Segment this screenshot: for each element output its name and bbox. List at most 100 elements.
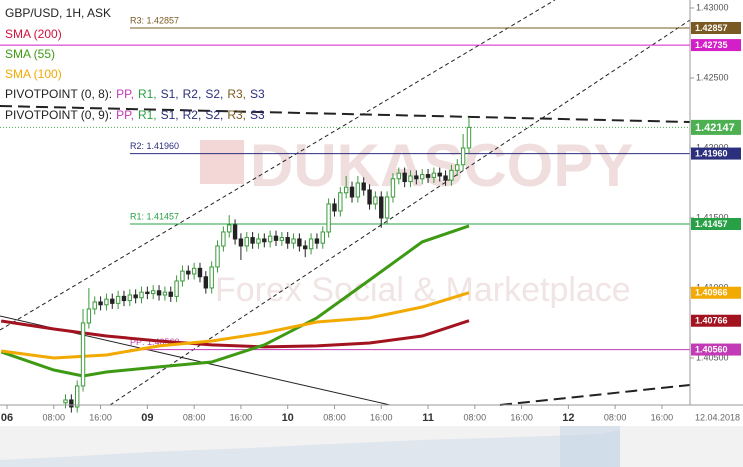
price-badge bbox=[691, 147, 741, 160]
candle-body bbox=[63, 399, 68, 404]
pivot-legend-label: PIVOTPOINT (0, 8): bbox=[5, 87, 112, 101]
pivot-item: S2, bbox=[205, 87, 223, 101]
pivot-item: R3, bbox=[227, 108, 246, 122]
candle-body bbox=[121, 295, 127, 302]
x-tick-label: 08:00 bbox=[323, 412, 346, 422]
candle-body bbox=[355, 182, 361, 198]
candle-body bbox=[361, 182, 366, 191]
candle-body bbox=[455, 164, 460, 171]
price-badge-label: 1.42857 bbox=[695, 23, 728, 33]
pivot-legend: PIVOTPOINT (0, 8): PP, R1, S1, R2, S2, R3, S3 bbox=[5, 87, 265, 101]
candle-body bbox=[133, 294, 138, 299]
candle-body bbox=[419, 174, 425, 180]
candle-body bbox=[326, 203, 331, 233]
trend-line bbox=[0, 105, 691, 123]
x-tick-label: 12 bbox=[562, 412, 574, 424]
candle-body bbox=[338, 192, 343, 212]
x-tick-label: 16:00 bbox=[651, 412, 674, 422]
price-badge bbox=[691, 21, 741, 34]
pivot-item: R1, bbox=[138, 87, 157, 101]
candle-body bbox=[308, 238, 314, 250]
pivot-item: S2, bbox=[205, 108, 223, 122]
price-badge bbox=[691, 217, 741, 230]
candle-body bbox=[168, 291, 173, 297]
candle-body bbox=[279, 237, 285, 241]
date-label: 12.04.2018 bbox=[695, 412, 740, 422]
x-tick-label: 08:00 bbox=[43, 412, 66, 422]
candle-body bbox=[443, 175, 448, 181]
x-tick-label: 08:00 bbox=[464, 412, 487, 422]
price-badge bbox=[691, 119, 741, 135]
candle-body bbox=[396, 172, 401, 180]
candle-body bbox=[262, 238, 267, 243]
y-tick-label: 1.40500 bbox=[696, 352, 729, 362]
price-badge-label: 1.42147 bbox=[695, 122, 735, 134]
candle-body bbox=[191, 267, 197, 275]
candle-body bbox=[379, 196, 384, 219]
candle-body bbox=[86, 308, 92, 324]
candle-body bbox=[238, 238, 244, 247]
pivot-label: R3: 1.42857 bbox=[130, 15, 179, 25]
candle-body bbox=[80, 322, 86, 387]
candle-body bbox=[373, 196, 378, 205]
candle-body bbox=[349, 186, 355, 198]
x-tick-label: 09 bbox=[141, 412, 153, 424]
sma-line bbox=[1, 291, 470, 360]
candle-body bbox=[197, 267, 203, 278]
candle-body bbox=[384, 196, 390, 219]
candle-body bbox=[215, 245, 220, 268]
candle-body bbox=[244, 237, 249, 247]
price-badge-label: 1.41960 bbox=[695, 148, 728, 158]
candle-body bbox=[460, 147, 466, 166]
pivot-legend-label: PIVOTPOINT (0, 9): bbox=[5, 108, 112, 122]
price-axis bbox=[690, 0, 743, 405]
candle-body bbox=[186, 270, 191, 275]
candle-body bbox=[69, 399, 74, 408]
price-badge-label: 1.42735 bbox=[695, 40, 728, 50]
candle-body bbox=[402, 172, 407, 183]
candle-body bbox=[139, 291, 144, 299]
pivot-item: R2, bbox=[183, 108, 202, 122]
x-tick-label: 10 bbox=[282, 412, 294, 424]
pivot-item: PP, bbox=[116, 87, 134, 101]
candle-body bbox=[162, 291, 168, 296]
price-badge bbox=[691, 39, 741, 52]
candle-body bbox=[267, 235, 273, 243]
candle-body bbox=[431, 172, 437, 178]
candle-body bbox=[115, 295, 121, 304]
candle-body bbox=[92, 301, 97, 310]
pivot-label: R1: 1.41457 bbox=[130, 211, 179, 221]
sma-line bbox=[0, 224, 470, 378]
legend-entry: SMA (200) bbox=[5, 27, 62, 41]
price-badge-label: 1.40560 bbox=[695, 344, 728, 354]
trend-line bbox=[499, 384, 691, 406]
pivot-item: S3 bbox=[250, 87, 265, 101]
candle-body bbox=[127, 294, 133, 302]
x-tick-label: 06 bbox=[1, 412, 13, 424]
candle-body bbox=[285, 237, 290, 244]
x-tick-label: 08:00 bbox=[604, 412, 627, 422]
candle-body bbox=[232, 224, 238, 240]
candle-body bbox=[449, 169, 454, 181]
pivot-item: R2, bbox=[183, 87, 202, 101]
candle-body bbox=[303, 245, 308, 250]
y-tick-label: 1.42500 bbox=[696, 72, 729, 82]
candle-body bbox=[390, 178, 396, 198]
pivot-item: PP, bbox=[116, 108, 134, 122]
candle-body bbox=[414, 175, 419, 180]
pivot-item: S3 bbox=[250, 108, 265, 122]
price-badge-label: 1.40766 bbox=[695, 316, 728, 326]
x-tick-label: 16:00 bbox=[370, 412, 393, 422]
navigator-window[interactable] bbox=[560, 426, 620, 467]
pivot-label: R2: 1.41960 bbox=[130, 141, 179, 151]
pivot-item: S1, bbox=[161, 87, 179, 101]
pivot-item: S1, bbox=[161, 108, 179, 122]
candle-body bbox=[291, 238, 296, 244]
candle-body bbox=[408, 175, 413, 183]
legend-entry: SMA (100) bbox=[5, 67, 62, 81]
candle-body bbox=[110, 298, 115, 304]
candle-body bbox=[314, 238, 320, 244]
